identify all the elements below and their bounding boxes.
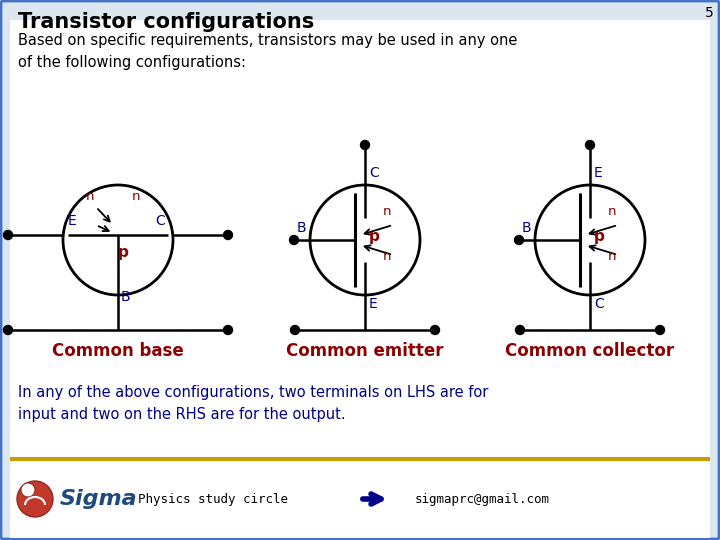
Circle shape [289,235,299,245]
Circle shape [223,231,233,240]
Text: Sigma: Sigma [60,489,138,509]
Circle shape [223,326,233,334]
Text: Transistor configurations: Transistor configurations [18,12,314,32]
Circle shape [655,326,665,334]
FancyBboxPatch shape [10,20,710,460]
Circle shape [585,140,595,150]
Text: C: C [369,166,379,180]
Text: E: E [594,166,603,180]
Text: 5: 5 [706,6,714,20]
Circle shape [515,235,523,245]
Text: sigmaprc@gmail.com: sigmaprc@gmail.com [415,492,550,505]
Text: B: B [121,290,130,304]
Text: C: C [155,214,165,228]
Circle shape [17,481,53,517]
Circle shape [21,483,35,497]
Text: B: B [297,221,307,235]
Circle shape [431,326,439,334]
Text: p: p [594,230,605,245]
Text: Based on specific requirements, transistors may be used in any one
of the follow: Based on specific requirements, transist… [18,33,518,70]
Text: n: n [86,190,94,203]
Text: Common emitter: Common emitter [287,342,444,360]
Text: E: E [369,297,378,311]
Text: p: p [369,230,380,245]
Text: n: n [608,205,616,218]
Circle shape [4,326,12,334]
Circle shape [4,231,12,240]
Text: n: n [383,205,391,218]
Circle shape [516,326,524,334]
Circle shape [361,140,369,150]
Bar [10,460,710,538]
Text: n: n [608,250,616,263]
Text: Physics study circle: Physics study circle [138,492,288,505]
Text: C: C [594,297,604,311]
Text: Common collector: Common collector [505,342,675,360]
Text: Common base: Common base [52,342,184,360]
Text: E: E [68,214,77,228]
Circle shape [290,326,300,334]
Text: n: n [383,250,391,263]
Text: n: n [132,190,140,203]
Text: B: B [522,221,531,235]
Text: p: p [117,245,128,260]
Text: In any of the above configurations, two terminals on LHS are for
input and two o: In any of the above configurations, two … [18,385,488,422]
